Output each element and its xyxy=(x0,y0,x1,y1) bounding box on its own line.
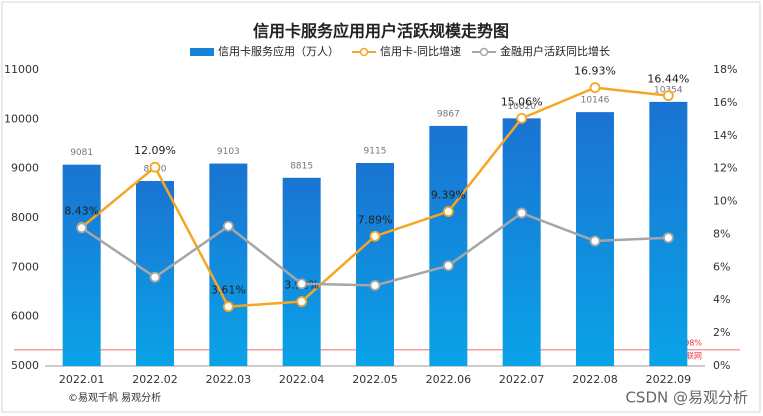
x-tick-label: 2022.08 xyxy=(572,373,618,386)
line-value-label: 12.09% xyxy=(134,144,176,157)
line-point xyxy=(222,220,234,232)
y-tick-label: 10000 xyxy=(4,112,39,125)
line-value-label: 16.93% xyxy=(574,65,616,78)
line-point xyxy=(516,112,528,124)
legend-swatch xyxy=(190,48,214,56)
legend-swatch xyxy=(479,47,489,57)
bar-value-label: 8815 xyxy=(290,161,313,171)
line-point xyxy=(296,278,308,290)
line-point xyxy=(76,222,88,234)
reference-label: 0.98% xyxy=(677,338,703,347)
bar xyxy=(282,177,321,366)
legend-label: 信用卡服务应用（万人） xyxy=(218,44,339,58)
line-point xyxy=(442,260,454,272)
line-point xyxy=(662,90,674,102)
bar-value-label: 10146 xyxy=(581,96,610,106)
y2-tick-label: 16% xyxy=(713,96,737,109)
legend-label: 金融用户活跃同比增长 xyxy=(500,44,610,58)
line-point xyxy=(516,207,528,219)
legend-label: 信用卡-同比增速 xyxy=(380,44,461,58)
bar-value-label: 9115 xyxy=(364,146,387,156)
line-point xyxy=(369,280,381,291)
line-point xyxy=(149,271,161,283)
chart-title: 信用卡服务应用用户活跃规模走势图 xyxy=(253,22,509,41)
x-tick-label: 2022.06 xyxy=(426,373,472,386)
x-tick-label: 2022.07 xyxy=(499,373,545,386)
x-tick-label: 2022.01 xyxy=(59,373,105,386)
line-value-label: 8.43% xyxy=(64,204,99,217)
y2-tick-label: 2% xyxy=(713,326,730,339)
bar-value-label: 9867 xyxy=(437,109,460,119)
y2-tick-label: 10% xyxy=(713,195,737,208)
bar xyxy=(209,163,248,366)
line-value-label: 3.61% xyxy=(211,284,246,297)
bar-value-label: 9103 xyxy=(217,147,240,157)
y2-tick-label: 4% xyxy=(713,293,730,306)
bar-value-label: 10020 xyxy=(507,102,536,112)
line-value-label: 7.89% xyxy=(358,213,393,226)
line-point xyxy=(296,296,308,307)
x-tick-label: 2022.09 xyxy=(646,373,692,386)
y2-tick-label: 8% xyxy=(713,227,730,240)
line-point xyxy=(222,301,234,313)
y2-tick-label: 14% xyxy=(713,129,737,142)
line-point xyxy=(589,82,601,93)
y-tick-label: 11000 xyxy=(4,63,39,76)
legend-swatch xyxy=(359,47,369,57)
line-value-label: 9.39% xyxy=(431,189,466,202)
line-point xyxy=(662,232,674,244)
line-value-label: 15.06% xyxy=(501,95,543,108)
bar xyxy=(62,164,101,366)
y2-tick-label: 18% xyxy=(713,63,737,76)
x-tick-label: 2022.02 xyxy=(132,373,178,386)
line-point xyxy=(589,235,601,247)
line-point xyxy=(442,206,454,217)
source: ©易观千帆 易观分析 xyxy=(68,391,161,404)
bar xyxy=(429,125,468,366)
bar-value-label: 9081 xyxy=(70,148,93,158)
y-tick-label: 5000 xyxy=(11,359,39,372)
x-tick-label: 2022.03 xyxy=(206,373,252,386)
y2-tick-label: 0% xyxy=(713,359,730,372)
x-tick-label: 2022.04 xyxy=(279,373,325,386)
y-tick-label: 8000 xyxy=(11,211,39,224)
line-point xyxy=(149,161,161,173)
bar xyxy=(356,162,394,366)
x-tick-label: 2022.05 xyxy=(352,373,398,386)
y-tick-label: 9000 xyxy=(11,162,39,175)
watermark: CSDN @易观分析 xyxy=(625,389,748,407)
line-point xyxy=(369,230,381,242)
y2-tick-label: 6% xyxy=(713,260,730,273)
bar xyxy=(502,118,541,366)
y-tick-label: 6000 xyxy=(11,310,39,323)
y2-tick-label: 12% xyxy=(713,162,737,175)
line-value-label: 16.44% xyxy=(647,73,689,86)
y-tick-label: 7000 xyxy=(11,260,39,273)
